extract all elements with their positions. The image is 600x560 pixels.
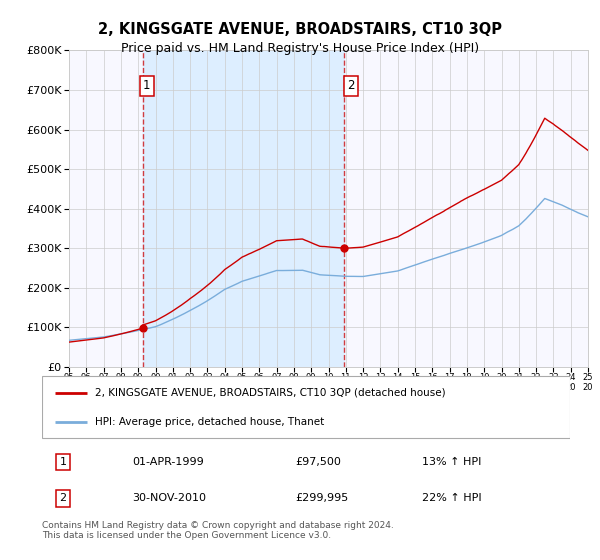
Text: 13% ↑ HPI: 13% ↑ HPI bbox=[422, 457, 482, 467]
Text: £97,500: £97,500 bbox=[295, 457, 341, 467]
Text: 2, KINGSGATE AVENUE, BROADSTAIRS, CT10 3QP: 2, KINGSGATE AVENUE, BROADSTAIRS, CT10 3… bbox=[98, 22, 502, 38]
Text: 2, KINGSGATE AVENUE, BROADSTAIRS, CT10 3QP (detached house): 2, KINGSGATE AVENUE, BROADSTAIRS, CT10 3… bbox=[95, 388, 445, 398]
Text: Price paid vs. HM Land Registry's House Price Index (HPI): Price paid vs. HM Land Registry's House … bbox=[121, 42, 479, 55]
Text: £299,995: £299,995 bbox=[295, 493, 349, 503]
Text: 1: 1 bbox=[143, 80, 151, 92]
FancyBboxPatch shape bbox=[42, 376, 570, 438]
Text: 2: 2 bbox=[347, 80, 355, 92]
Text: 22% ↑ HPI: 22% ↑ HPI bbox=[422, 493, 482, 503]
Text: 01-APR-1999: 01-APR-1999 bbox=[132, 457, 203, 467]
Text: 2: 2 bbox=[59, 493, 67, 503]
Text: 30-NOV-2010: 30-NOV-2010 bbox=[132, 493, 206, 503]
Text: 1: 1 bbox=[59, 457, 67, 467]
Text: Contains HM Land Registry data © Crown copyright and database right 2024.
This d: Contains HM Land Registry data © Crown c… bbox=[42, 521, 394, 540]
Bar bbox=[143, 50, 344, 367]
Text: HPI: Average price, detached house, Thanet: HPI: Average price, detached house, Than… bbox=[95, 417, 324, 427]
